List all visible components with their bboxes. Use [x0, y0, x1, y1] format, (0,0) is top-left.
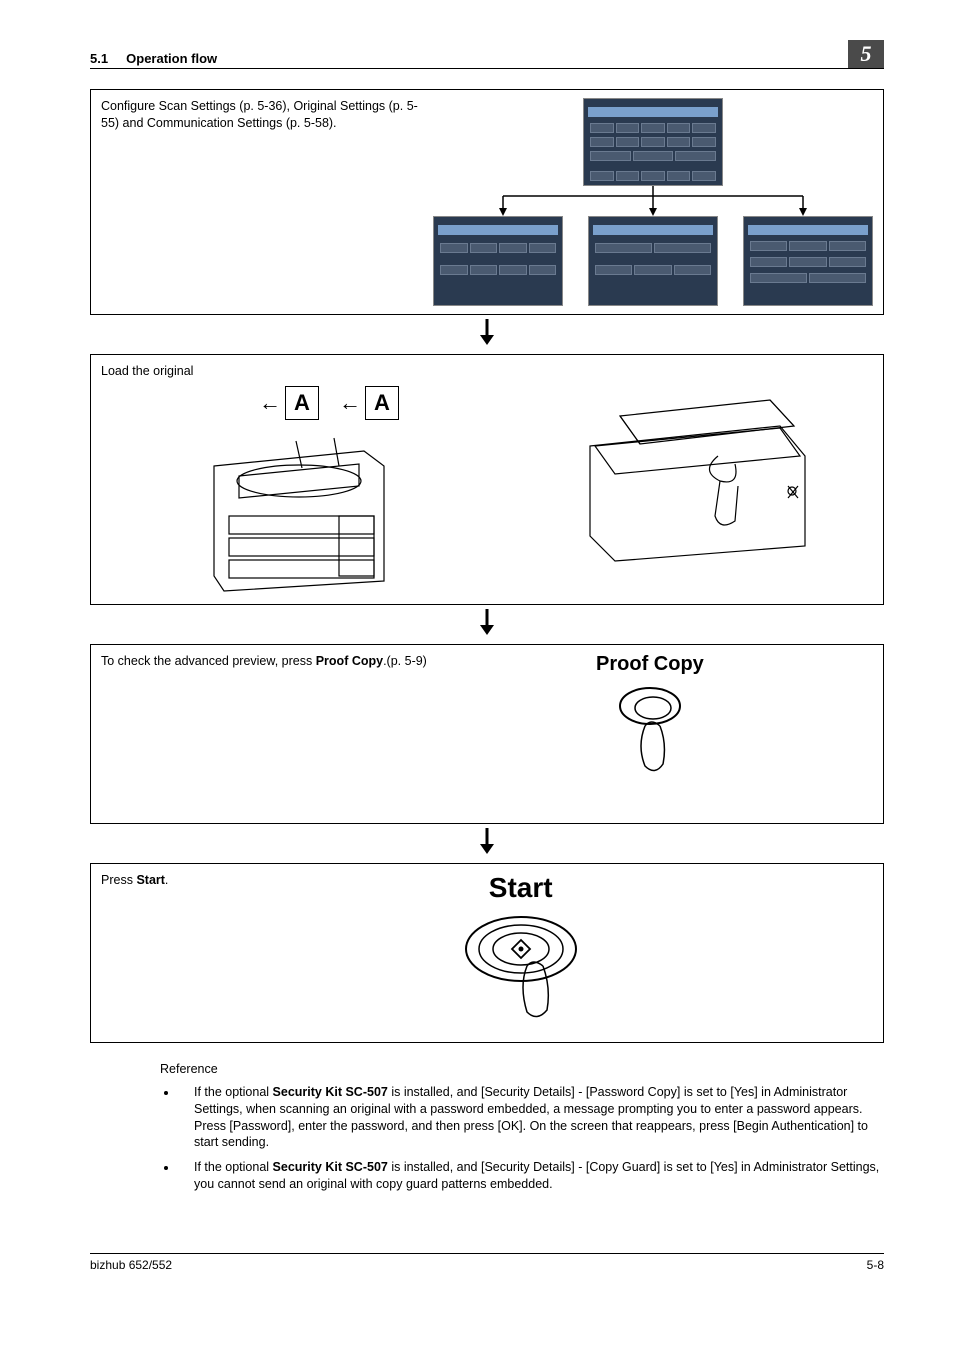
- step2-text: Load the original: [101, 363, 441, 380]
- step3-text: To check the advanced preview, press Pro…: [101, 653, 427, 670]
- chapter-badge: 5: [848, 40, 884, 68]
- proof-copy-label: Proof Copy: [596, 653, 704, 676]
- flow-arrow-2: [90, 605, 884, 644]
- chapter-number: 5: [861, 41, 872, 67]
- footer-model: bizhub 652/552: [90, 1258, 172, 1272]
- step-proof-copy: To check the advanced preview, press Pro…: [90, 644, 884, 824]
- flow-arrow-1: [90, 315, 884, 354]
- illustration-platen-glass: [517, 386, 873, 566]
- step4-text: Press Start.: [101, 872, 168, 889]
- section-title: Operation flow: [126, 51, 217, 66]
- arrow-left-icon: ←: [259, 390, 281, 416]
- start-label: Start: [489, 872, 553, 904]
- section-heading: 5.1 Operation flow: [90, 51, 217, 66]
- original-icon-a-1: A: [285, 386, 319, 420]
- step-configure-scan: Configure Scan Settings (p. 5-36), Origi…: [90, 89, 884, 315]
- original-icon-a-2: A: [365, 386, 399, 420]
- reference-list: If the optional Security Kit SC-507 is i…: [160, 1084, 884, 1193]
- screenshot-scan-settings: [583, 98, 723, 186]
- reference-title: Reference: [160, 1061, 884, 1078]
- illustration-proof-copy-button: Proof Copy: [595, 653, 705, 786]
- reference-item-2: If the optional Security Kit SC-507 is i…: [178, 1159, 884, 1193]
- screenshot-communication-1: [588, 216, 718, 306]
- step1-text: Configure Scan Settings (p. 5-36), Origi…: [101, 98, 433, 132]
- step-press-start: Press Start. Start: [90, 863, 884, 1043]
- screenshot-communication-2: [743, 216, 873, 306]
- reference-section: Reference If the optional Security Kit S…: [90, 1061, 884, 1193]
- footer-page: 5-8: [867, 1258, 884, 1272]
- screenshot-original-settings: [433, 216, 563, 306]
- reference-item-1: If the optional Security Kit SC-507 is i…: [178, 1084, 884, 1152]
- illustration-start-button: Start: [451, 872, 591, 1034]
- page-footer: bizhub 652/552 5-8: [90, 1253, 884, 1272]
- arrow-left-icon: ←: [339, 390, 361, 416]
- step-load-original: Load the original ← A ← A: [90, 354, 884, 605]
- illustration-adf-loading: ← A ← A: [121, 386, 477, 596]
- page-header: 5.1 Operation flow 5: [90, 40, 884, 69]
- branch-connector-icon: [443, 186, 863, 216]
- section-number: 5.1: [90, 51, 108, 66]
- flow-arrow-3: [90, 824, 884, 863]
